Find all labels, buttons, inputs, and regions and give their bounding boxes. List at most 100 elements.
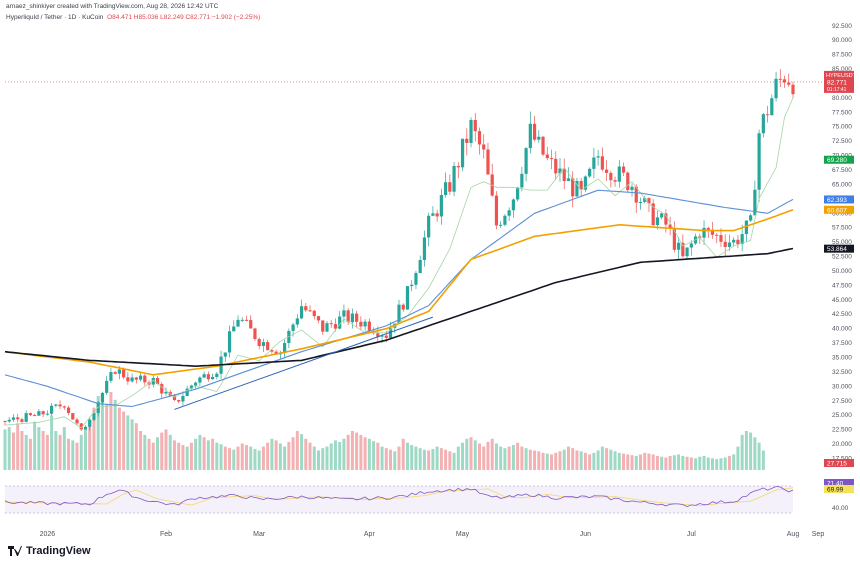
candle-body <box>126 377 130 382</box>
volume-bars <box>3 392 765 470</box>
candle-body <box>477 131 482 145</box>
volume-bar <box>533 450 537 470</box>
candle-body <box>549 158 554 160</box>
candle-body <box>266 342 270 351</box>
candle-body <box>566 178 571 182</box>
candle-body <box>435 213 439 217</box>
volume-bar <box>92 407 96 470</box>
candle-body <box>782 79 787 83</box>
tradingview-logo[interactable]: TradingView <box>8 545 91 557</box>
volume-bar <box>431 448 435 470</box>
time-tick-label: Mar <box>253 531 266 538</box>
volume-bar <box>359 434 363 470</box>
price-tag-bg <box>824 155 854 164</box>
candle-body <box>465 138 469 143</box>
candle-body <box>757 133 761 190</box>
volume-bar <box>651 454 655 470</box>
price-tick-label: 50.000 <box>832 268 852 275</box>
volume-bar <box>300 434 304 470</box>
volume-bar <box>596 450 600 470</box>
volume-bar <box>219 444 223 470</box>
price-tick-label: 37.500 <box>832 340 852 347</box>
price-tag-value: 69.280 <box>827 157 847 164</box>
volume-bar <box>58 434 62 470</box>
candle-body <box>524 148 528 174</box>
candle-body <box>410 284 414 287</box>
volume-bar <box>325 446 329 470</box>
candle-body <box>232 326 236 332</box>
candle-body <box>507 210 511 216</box>
candle-body <box>545 154 549 159</box>
symbol-name[interactable]: HyperliquId / Tether · 1D · KuCoin <box>6 14 104 21</box>
volume-bar <box>499 446 503 470</box>
candle-body <box>100 392 105 403</box>
volume-bar <box>630 455 634 470</box>
volume-bar <box>295 431 299 470</box>
candle-body <box>643 198 647 202</box>
candle-body <box>261 342 266 347</box>
price-tag-symbol: HYPEUSDT <box>826 73 857 79</box>
volume-bar <box>278 443 282 470</box>
candle-body <box>706 227 710 230</box>
volume-bar <box>397 446 401 470</box>
candle-body <box>24 413 28 422</box>
symbol-legend[interactable]: HyperliquId / Tether · 1D · KuCoin O84.4… <box>6 14 260 21</box>
price-tick-label: 52.500 <box>832 254 852 261</box>
candle-body <box>41 411 45 415</box>
candle-body <box>520 173 524 188</box>
volume-bar <box>96 395 100 470</box>
volume-bar <box>736 446 740 470</box>
candle-body <box>54 404 58 406</box>
candle-body <box>380 335 384 337</box>
candle-body <box>367 321 371 331</box>
volume-bar <box>681 455 685 470</box>
candle-body <box>105 380 109 393</box>
volume-bar <box>558 451 562 470</box>
volume-bar <box>477 443 481 470</box>
candle-body <box>710 229 715 235</box>
volume-bar <box>312 446 316 470</box>
price-tick-label: 85.000 <box>832 66 852 73</box>
time-tick-label: Feb <box>160 531 172 538</box>
candle-body <box>621 166 626 173</box>
volume-bar <box>122 411 126 470</box>
volume-bar <box>168 434 172 470</box>
volume-bar <box>753 437 757 470</box>
price-tag-bg <box>824 485 854 493</box>
volume-bar <box>575 450 579 470</box>
volume-bar <box>465 438 469 470</box>
candle-body <box>253 328 257 339</box>
volume-bar <box>461 442 465 470</box>
volume-bar <box>185 446 189 470</box>
candle-body <box>75 419 79 424</box>
price-tick-label: 90.000 <box>832 37 852 44</box>
volume-bar <box>757 442 761 470</box>
volume-bar <box>164 429 168 470</box>
candle-body <box>227 331 232 353</box>
candle-body <box>596 156 600 158</box>
candle-body <box>575 180 579 197</box>
candle-body <box>338 316 342 329</box>
candle-body <box>499 224 503 226</box>
volume-bar <box>156 437 160 470</box>
volume-bar <box>253 448 257 470</box>
volume-bar <box>444 449 448 470</box>
price-tick-label: 67.500 <box>832 167 852 174</box>
candle-body <box>143 375 147 383</box>
candle-body <box>732 239 736 243</box>
candle-body <box>541 136 545 155</box>
candle-body <box>774 78 778 99</box>
volume-bar <box>579 451 583 470</box>
candle-body <box>664 213 668 225</box>
volume-bar <box>198 434 202 470</box>
volume-bar <box>28 438 32 470</box>
volume-bar <box>613 451 617 470</box>
volume-bar <box>367 438 371 470</box>
candle-body <box>274 351 278 355</box>
volume-bar <box>79 434 83 470</box>
candle-body <box>681 242 685 257</box>
candle-body <box>325 323 329 332</box>
candle-body <box>299 306 304 319</box>
candle-body <box>177 400 181 402</box>
